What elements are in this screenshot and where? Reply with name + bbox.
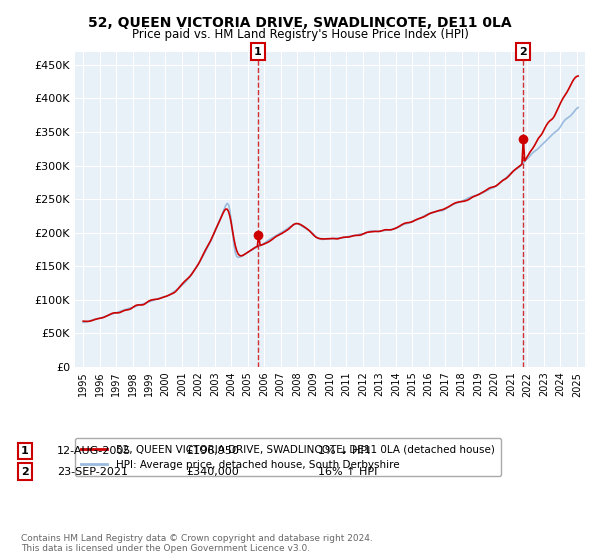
Text: £196,950: £196,950 [186, 446, 239, 456]
Text: 12-AUG-2005: 12-AUG-2005 [57, 446, 131, 456]
Text: 1: 1 [21, 446, 29, 456]
Text: 23-SEP-2021: 23-SEP-2021 [57, 466, 128, 477]
Text: 52, QUEEN VICTORIA DRIVE, SWADLINCOTE, DE11 0LA: 52, QUEEN VICTORIA DRIVE, SWADLINCOTE, D… [88, 16, 512, 30]
Text: 2: 2 [519, 46, 527, 57]
Legend: 52, QUEEN VICTORIA DRIVE, SWADLINCOTE, DE11 0LA (detached house), HPI: Average p: 52, QUEEN VICTORIA DRIVE, SWADLINCOTE, D… [75, 438, 501, 476]
Text: 1: 1 [254, 46, 262, 57]
Text: Contains HM Land Registry data © Crown copyright and database right 2024.
This d: Contains HM Land Registry data © Crown c… [21, 534, 373, 553]
Text: 1% ↓ HPI: 1% ↓ HPI [318, 446, 370, 456]
Text: 16% ↑ HPI: 16% ↑ HPI [318, 466, 377, 477]
Text: 2: 2 [21, 466, 29, 477]
Text: £340,000: £340,000 [186, 466, 239, 477]
Text: Price paid vs. HM Land Registry's House Price Index (HPI): Price paid vs. HM Land Registry's House … [131, 28, 469, 41]
